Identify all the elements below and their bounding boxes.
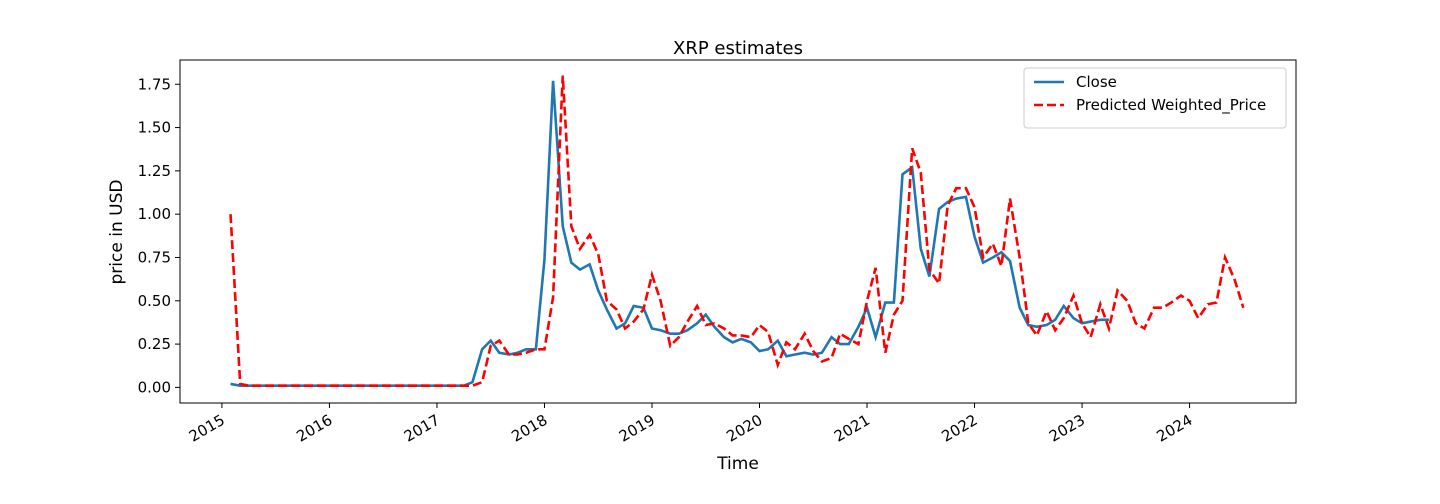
legend-label: Close [1076, 73, 1117, 91]
x-tick-label: 2015 [186, 411, 228, 446]
legend-label: Predicted Weighted_Price [1076, 96, 1266, 115]
y-tick-label: 1.50 [138, 119, 171, 137]
y-tick-label: 1.00 [138, 205, 171, 223]
plot-frame [179, 59, 1297, 404]
x-tick-label: 2024 [1153, 411, 1195, 446]
x-tick-label: 2017 [401, 411, 443, 446]
x-tick-label: 2021 [831, 411, 873, 446]
chart-title: XRP estimates [673, 38, 803, 59]
y-tick-label: 0.25 [138, 335, 171, 353]
y-tick-label: 0.00 [138, 378, 171, 396]
y-tick-label: 1.25 [138, 162, 171, 180]
x-tick-label: 2022 [938, 411, 980, 446]
y-axis-label: price in USD [107, 180, 127, 285]
x-tick-label: 2016 [293, 411, 335, 446]
y-tick-label: 0.75 [138, 248, 171, 266]
x-tick-label: 2020 [723, 411, 765, 446]
x-tick-label: 2019 [616, 411, 658, 446]
legend-box [1023, 67, 1287, 129]
x-axis-label: Time [716, 454, 759, 474]
y-tick-label: 0.50 [138, 292, 171, 310]
x-tick-label: 2023 [1046, 411, 1088, 446]
legend: Close Predicted Weighted_Price [1023, 67, 1287, 129]
y-tick-label: 1.75 [138, 75, 171, 93]
series-line [229, 75, 1245, 387]
x-tick-label: 2018 [508, 411, 550, 446]
